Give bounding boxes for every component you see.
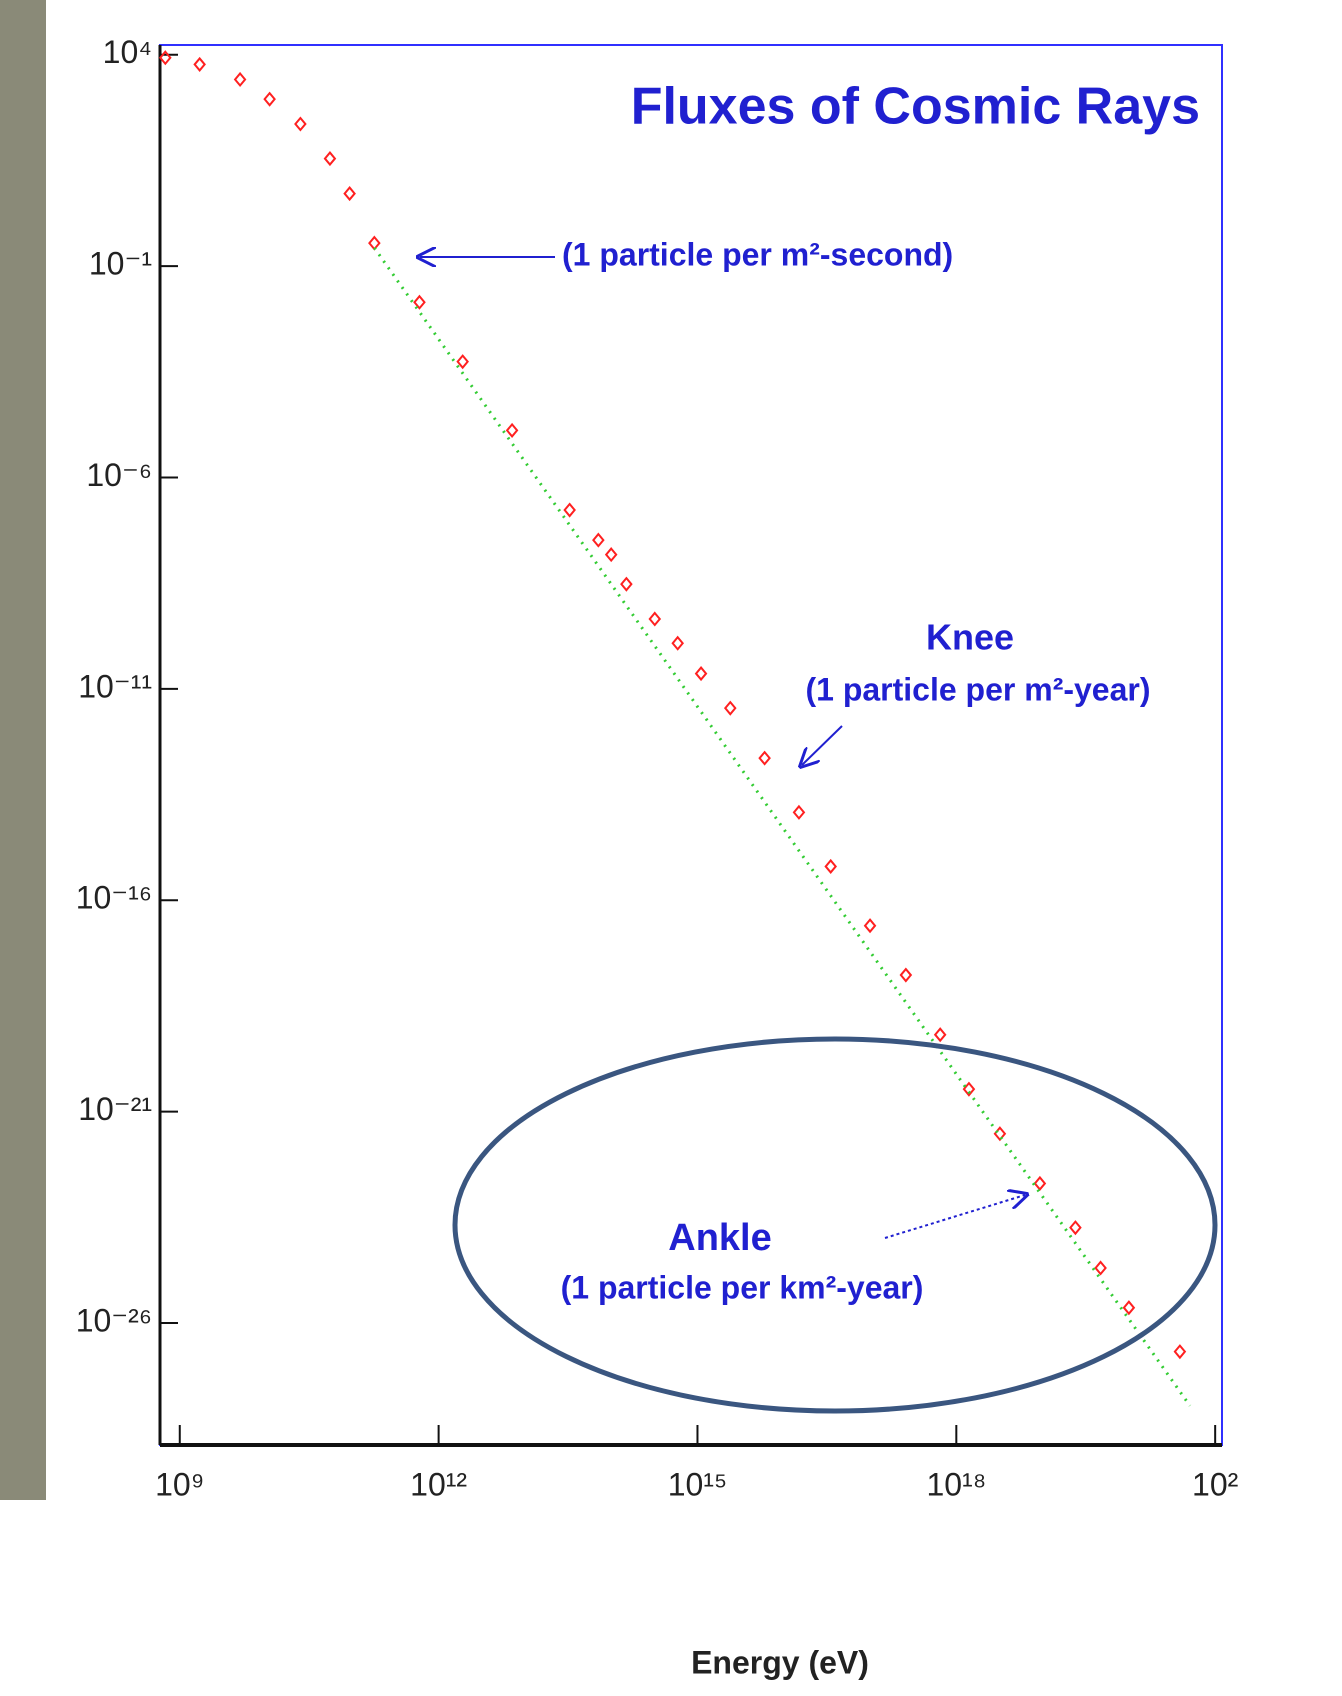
x-axis-title: Energy (eV) bbox=[691, 1644, 869, 1680]
data-point bbox=[1173, 1344, 1187, 1360]
data-point bbox=[723, 700, 737, 716]
y-tick-label: 10⁻²¹ bbox=[78, 1091, 152, 1127]
highlight-ellipse bbox=[452, 1036, 1218, 1414]
annotation: Ankle bbox=[668, 1217, 771, 1259]
chart-title: Fluxes of Cosmic Rays bbox=[631, 78, 1200, 136]
data-point bbox=[323, 151, 337, 167]
y-tick-label: 10⁻¹ bbox=[89, 246, 152, 282]
data-point bbox=[1069, 1220, 1082, 1236]
background-photo-strip bbox=[0, 0, 46, 1500]
data-point bbox=[671, 635, 684, 651]
data-point bbox=[1094, 1260, 1107, 1276]
data-point bbox=[592, 532, 605, 548]
data-point bbox=[263, 91, 276, 107]
y-tick-label: 10⁻¹⁶ bbox=[76, 880, 152, 916]
data-point bbox=[962, 1081, 976, 1097]
plot-frame bbox=[159, 44, 1223, 1446]
annotation: (1 particle per km²-year) bbox=[561, 1269, 924, 1305]
y-tick-label: 10⁻¹¹ bbox=[78, 668, 152, 704]
data-point bbox=[694, 666, 708, 682]
data-point bbox=[343, 186, 356, 202]
annotation: (1 particle per m²-second) bbox=[562, 236, 953, 272]
data-point bbox=[1033, 1175, 1047, 1192]
data-point bbox=[604, 547, 618, 563]
arrow bbox=[802, 725, 843, 765]
x-tick-label: 10¹² bbox=[410, 1466, 467, 1502]
y-tick-label: 10⁻⁶ bbox=[86, 457, 152, 493]
x-tick-label: 10² bbox=[1192, 1466, 1239, 1502]
annotation: (1 particle per m²-year) bbox=[805, 671, 1150, 707]
data-point bbox=[863, 918, 877, 934]
data-point bbox=[933, 1027, 947, 1043]
y-tick-label: 10⁴ bbox=[103, 34, 152, 70]
x-tick-label: 10⁹ bbox=[155, 1466, 204, 1502]
data-point bbox=[899, 967, 913, 983]
x-tick-label: 10¹⁵ bbox=[668, 1466, 728, 1502]
data-point bbox=[413, 294, 426, 310]
data-point bbox=[648, 611, 662, 627]
data-point bbox=[505, 422, 519, 438]
data-point bbox=[792, 804, 806, 820]
y-tick-label: 10⁻²⁶ bbox=[76, 1302, 152, 1338]
data-point bbox=[193, 56, 206, 72]
x-tick-label: 10¹⁸ bbox=[926, 1466, 986, 1502]
data-point bbox=[294, 116, 307, 132]
data-point bbox=[456, 354, 469, 370]
data-point bbox=[758, 750, 771, 766]
data-point bbox=[233, 71, 247, 88]
data-point bbox=[1122, 1300, 1136, 1316]
data-point bbox=[620, 576, 633, 592]
data-point bbox=[563, 502, 576, 518]
plot-marks: 10⁴ 10⁻¹ 10⁻⁶ 10⁻¹¹ 10⁻¹⁶ 10⁻²¹ 10⁻²⁶ 10⁹ 10¹² 10… bbox=[76, 34, 1239, 1502]
data-point bbox=[824, 858, 837, 875]
annotation: Knee bbox=[926, 617, 1014, 658]
data-point bbox=[159, 50, 172, 66]
arrow bbox=[884, 1195, 1025, 1239]
